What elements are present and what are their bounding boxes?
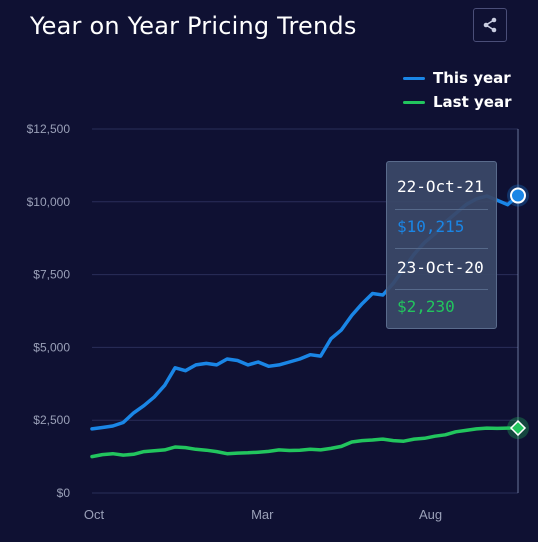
tooltip-last-year-value: $2,230 [397,297,455,316]
legend-label-last-year: Last year [433,93,512,111]
legend-label-this-year: This year [433,69,511,87]
y-tick-label: $5,000 [33,340,70,354]
legend-swatch-last-year [403,100,425,104]
x-tick-label: Aug [419,507,442,522]
series-line-last-year [90,426,520,459]
marker-last-year [509,420,527,437]
chart-legend: This year Last year [403,66,511,114]
tooltip-this-year-value: $10,215 [397,217,465,236]
tooltip-last-year-date: 23-Oct-20 [397,258,484,277]
x-tick-label: Oct [84,507,105,522]
tooltip-divider [395,209,488,210]
y-tick-label: $7,500 [33,268,70,282]
tooltip-divider [395,248,488,249]
legend-item-last-year[interactable]: Last year [403,90,511,114]
y-tick-label: $12,500 [27,122,71,136]
tooltip-divider [395,289,488,290]
legend-item-this-year[interactable]: This year [403,66,511,90]
y-tick-label: $10,000 [27,195,71,209]
y-tick-label: $0 [57,486,71,500]
x-tick-label: Mar [251,507,274,522]
share-icon [483,17,497,33]
legend-swatch-this-year [403,76,425,80]
marker-this-year [510,187,526,204]
page-title: Year on Year Pricing Trends [30,12,357,40]
share-button[interactable] [473,8,507,42]
y-tick-label: $2,500 [33,413,70,427]
chart-tooltip: 22-Oct-21 $10,215 23-Oct-20 $2,230 [386,161,497,329]
tooltip-this-year-date: 22-Oct-21 [397,177,484,196]
